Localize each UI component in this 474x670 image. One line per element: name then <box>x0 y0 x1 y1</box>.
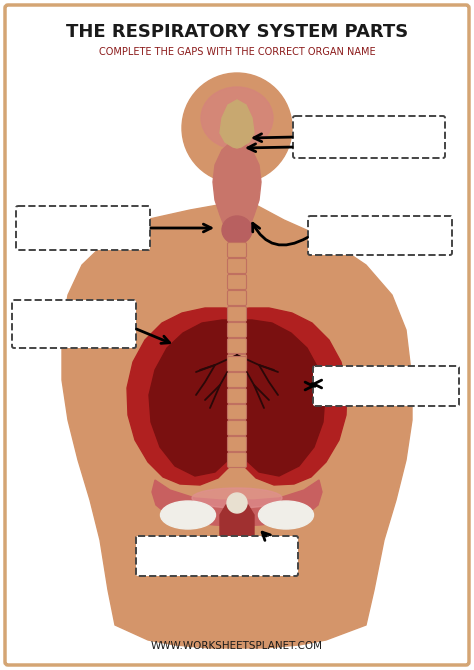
FancyBboxPatch shape <box>16 206 150 250</box>
Polygon shape <box>152 480 322 526</box>
Polygon shape <box>213 141 261 232</box>
FancyBboxPatch shape <box>313 366 459 406</box>
FancyBboxPatch shape <box>136 536 298 576</box>
FancyBboxPatch shape <box>228 338 246 354</box>
FancyBboxPatch shape <box>12 300 136 348</box>
Ellipse shape <box>201 87 273 149</box>
Polygon shape <box>149 320 237 476</box>
FancyBboxPatch shape <box>228 275 246 289</box>
Polygon shape <box>220 100 254 148</box>
FancyBboxPatch shape <box>228 421 246 436</box>
Polygon shape <box>62 205 412 648</box>
Polygon shape <box>215 178 259 205</box>
FancyBboxPatch shape <box>228 356 246 371</box>
Polygon shape <box>127 308 237 485</box>
Text: THE RESPIRATORY SYSTEM PARTS: THE RESPIRATORY SYSTEM PARTS <box>66 23 408 41</box>
Ellipse shape <box>161 501 216 529</box>
Circle shape <box>182 73 292 183</box>
Ellipse shape <box>192 488 282 508</box>
FancyBboxPatch shape <box>228 436 246 452</box>
Polygon shape <box>237 320 325 476</box>
FancyBboxPatch shape <box>228 405 246 419</box>
Polygon shape <box>220 505 254 552</box>
Ellipse shape <box>222 216 252 244</box>
FancyBboxPatch shape <box>228 322 246 338</box>
FancyBboxPatch shape <box>308 216 452 255</box>
FancyBboxPatch shape <box>293 116 445 158</box>
FancyBboxPatch shape <box>5 5 469 665</box>
FancyBboxPatch shape <box>228 354 246 369</box>
FancyBboxPatch shape <box>228 373 246 387</box>
FancyBboxPatch shape <box>228 452 246 468</box>
Circle shape <box>227 493 247 513</box>
FancyBboxPatch shape <box>228 389 246 403</box>
Ellipse shape <box>258 501 313 529</box>
FancyBboxPatch shape <box>228 291 246 306</box>
Text: COMPLETE THE GAPS WITH THE CORRECT ORGAN NAME: COMPLETE THE GAPS WITH THE CORRECT ORGAN… <box>99 47 375 57</box>
FancyBboxPatch shape <box>228 259 246 273</box>
Text: WWW.WORKSHEETSPLANET.COM: WWW.WORKSHEETSPLANET.COM <box>151 641 323 651</box>
FancyBboxPatch shape <box>228 306 246 322</box>
FancyBboxPatch shape <box>228 243 246 257</box>
Polygon shape <box>237 308 347 485</box>
